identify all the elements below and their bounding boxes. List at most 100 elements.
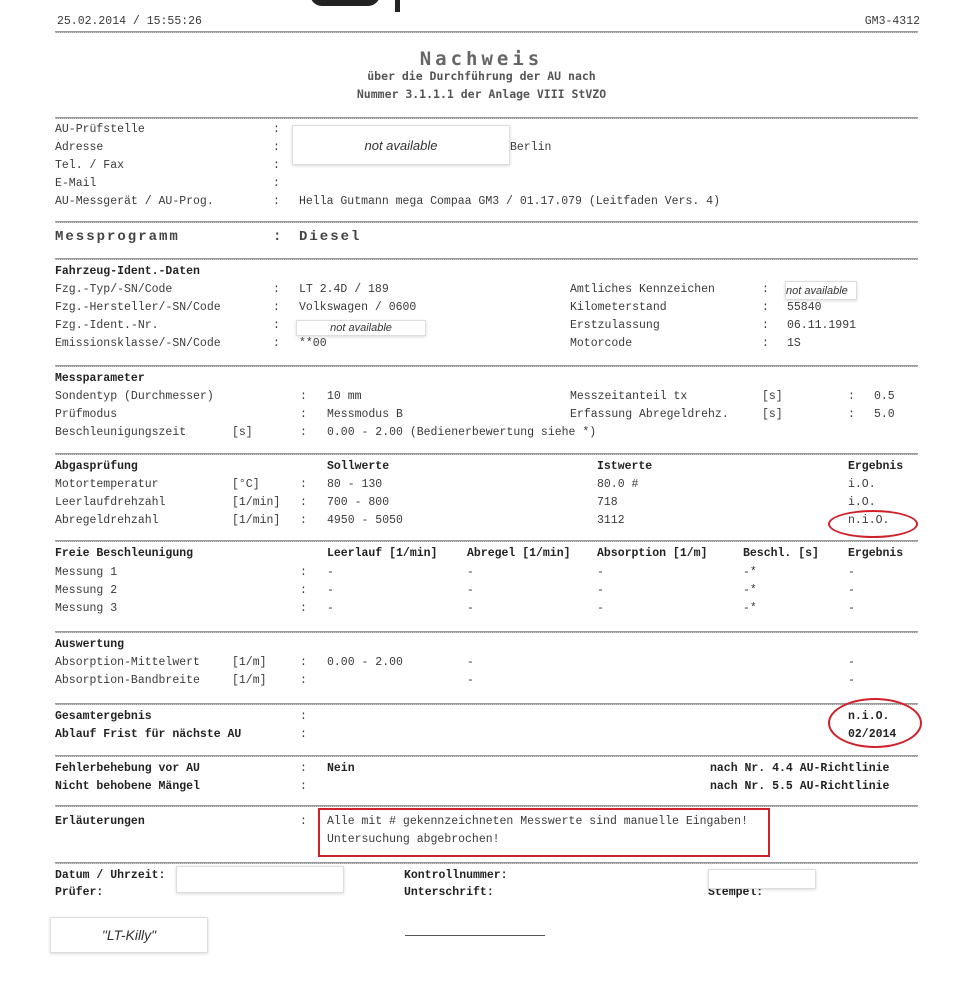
vehicle-label: Erstzulassung: [570, 319, 660, 332]
redacted-vin: not available: [296, 320, 426, 336]
cell: -*: [743, 602, 757, 615]
vehicle-label: Fzg.-Ident.-Nr.: [55, 319, 159, 332]
red-box-annotation: [318, 808, 770, 857]
param-label: Messzeitanteil tx: [570, 390, 688, 403]
param-label: Beschleunigungszeit: [55, 426, 187, 439]
param-unit: [s]: [762, 390, 783, 403]
free-accel-heading: Freie Beschleunigung: [55, 547, 194, 560]
param-value: 10 mm: [327, 390, 362, 403]
fix-value: Nein: [327, 762, 355, 775]
notes-label: Erläuterungen: [55, 815, 145, 828]
divider: [55, 755, 918, 757]
colon: :: [300, 514, 307, 527]
exhaust-label: Motortemperatur: [55, 478, 159, 491]
divider: [55, 540, 918, 542]
cell: -: [327, 602, 334, 615]
param-value: 5.0: [874, 408, 895, 421]
exhaust-unit: [1/min]: [232, 514, 281, 527]
colon: :: [300, 496, 307, 509]
colon: :: [300, 426, 307, 439]
param-value: Messmodus B: [327, 408, 403, 421]
redacted-control-number: [708, 869, 816, 889]
cell: -*: [743, 584, 757, 597]
signature-label: Unterschrift:: [404, 886, 494, 899]
device-value: Hella Gutmann mega Compaa GM3 / 01.17.07…: [299, 195, 720, 208]
param-unit: [s]: [762, 408, 783, 421]
exhaust-actual: 718: [597, 496, 618, 509]
colon: :: [762, 283, 769, 296]
evaluation-unit: [1/m]: [232, 656, 267, 669]
divider: [55, 453, 918, 455]
document-title: Nachweis: [419, 48, 544, 70]
vehicle-value: **00: [299, 337, 327, 350]
vehicle-label: Fzg.-Typ/-SN/Code: [55, 283, 173, 296]
divider: [55, 862, 918, 864]
evaluation-label: Absorption-Bandbreite: [55, 674, 200, 687]
param-value: 0.00 - 2.00 (Bedienerbewertung siehe *): [327, 426, 597, 439]
param-label: Erfassung Abregeldrehz.: [570, 408, 729, 421]
label-device: AU-Messgerät / AU-Prog.: [55, 195, 214, 208]
station-city: Berlin: [510, 141, 552, 154]
vehicle-value: Volkswagen / 0600: [299, 301, 417, 314]
notes-line-1: Alle mit # gekennzeichneten Messwerte si…: [327, 815, 748, 828]
deadline-label: Ablauf Frist für nächste AU: [55, 728, 242, 741]
divider: [55, 631, 918, 633]
col-idle: Leerlauf [1/min]: [327, 547, 438, 560]
vehicle-value: 55840: [787, 301, 822, 314]
notes-line-2: Untersuchung abgebrochen!: [327, 833, 500, 846]
col-accel: Beschl. [s]: [743, 547, 819, 560]
divider: [55, 365, 918, 367]
cell: -: [467, 602, 474, 615]
col-governed: Abregel [1/min]: [467, 547, 571, 560]
redacted-date: [176, 866, 344, 893]
label-email: E-Mail: [55, 177, 97, 190]
vehicle-label: Kilometerstand: [570, 301, 667, 314]
stamp-label: Stempel:: [708, 886, 764, 899]
colon: :: [300, 566, 307, 579]
colon: :: [300, 674, 307, 687]
cell: -: [597, 584, 604, 597]
vehicle-heading: Fahrzeug-Ident.-Daten: [55, 265, 200, 278]
colon: :: [273, 159, 280, 172]
colon: :: [300, 478, 307, 491]
open-ref: nach Nr. 5.5 AU-Richtlinie: [710, 780, 890, 793]
open-defects-label: Nicht behobene Mängel: [55, 780, 200, 793]
colon: :: [300, 762, 307, 775]
label-phone: Tel. / Fax: [55, 159, 125, 172]
colon: :: [273, 337, 280, 350]
cell: -: [467, 584, 474, 597]
exhaust-target: 4950 - 5050: [327, 514, 403, 527]
evaluation-unit: [1/m]: [232, 674, 267, 687]
inspector-name: "LT-Killy": [50, 917, 208, 953]
vehicle-label: Fzg.-Hersteller/-SN/Code: [55, 301, 221, 314]
cell: -: [467, 566, 474, 579]
exhaust-result: i.O.: [848, 478, 876, 491]
param-value: 0.5: [874, 390, 895, 403]
colon: :: [273, 195, 280, 208]
col-actual: Istwerte: [597, 460, 653, 473]
measurement-label: Messung 3: [55, 602, 118, 615]
colon: :: [848, 390, 855, 403]
col-result: Ergebnis: [848, 547, 904, 560]
params-heading: Messparameter: [55, 372, 145, 385]
evaluation-label: Absorption-Mittelwert: [55, 656, 200, 669]
vehicle-label: Amtliches Kennzeichen: [570, 283, 715, 296]
device-id: GM3-4312: [864, 15, 920, 28]
col-result: Ergebnis: [848, 460, 904, 473]
colon: :: [762, 319, 769, 332]
cell: -: [848, 602, 855, 615]
date-label: Datum / Uhrzeit:: [55, 869, 166, 882]
cell: -: [597, 602, 604, 615]
colon: :: [300, 710, 307, 723]
evaluation-mid: -: [467, 674, 474, 687]
evaluation-value: 0.00 - 2.00: [327, 656, 403, 669]
colon: :: [273, 229, 282, 245]
logo-fragment-stroke: [395, 0, 400, 12]
exhaust-result: i.O.: [848, 496, 876, 509]
fix-label: Fehlerbehebung vor AU: [55, 762, 200, 775]
divider: [55, 221, 918, 223]
exhaust-label: Leerlaufdrehzahl: [55, 496, 166, 509]
vehicle-label: Motorcode: [570, 337, 633, 350]
exhaust-label: Abregeldrehzahl: [55, 514, 159, 527]
cell: -: [597, 566, 604, 579]
